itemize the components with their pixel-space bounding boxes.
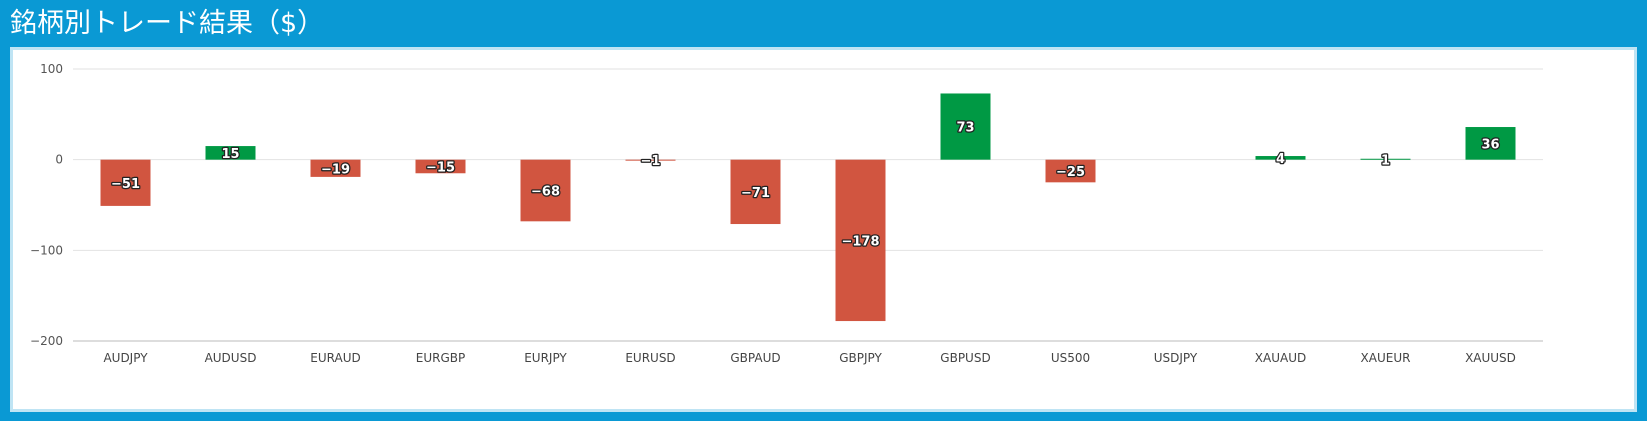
x-tick-label: XAUEUR — [1361, 351, 1411, 365]
x-tick-label: GBPJPY — [839, 351, 882, 365]
data-label: −1 — [641, 154, 661, 169]
bar — [625, 159, 676, 161]
data-label: 15 — [221, 147, 239, 162]
x-tick-label: GBPUSD — [940, 351, 990, 365]
data-label: −25 — [1056, 165, 1085, 180]
x-tick-label: AUDJPY — [103, 351, 148, 365]
bar — [310, 159, 361, 177]
data-label: −71 — [741, 186, 770, 201]
x-tick-label: USDJPY — [1154, 351, 1198, 365]
x-tick-label: AUDUSD — [205, 351, 257, 365]
x-tick-label: EURAUD — [310, 351, 360, 365]
y-tick-label: −100 — [30, 243, 63, 257]
x-tick-label: EURUSD — [625, 351, 675, 365]
x-tick-label: US500 — [1051, 351, 1090, 365]
data-label: −19 — [321, 162, 350, 177]
x-tick-label: EURJPY — [524, 351, 567, 365]
y-tick-label: 100 — [40, 62, 63, 76]
x-tick-label: XAUUSD — [1465, 351, 1516, 365]
data-label: 4 — [1276, 152, 1285, 167]
bar — [730, 159, 781, 225]
panel-title: 銘柄別トレード結果（$） — [10, 8, 325, 39]
data-label: 36 — [1481, 137, 1499, 152]
y-tick-label: −200 — [30, 334, 63, 348]
x-tick-label: EURGBP — [416, 351, 465, 365]
x-tick-label: GBPAUD — [730, 351, 780, 365]
data-label: 1 — [1381, 153, 1390, 168]
bar — [205, 146, 256, 160]
bar — [940, 93, 991, 160]
chart-frame: 100 0 −100 −200 AUDJPY −51 AUDUSD 15 EURAUD −19 EU… — [10, 47, 1637, 412]
bar — [1360, 158, 1411, 160]
data-label: −51 — [111, 177, 140, 192]
data-label: −68 — [531, 184, 560, 199]
bar — [1465, 127, 1516, 160]
bar — [1255, 156, 1306, 160]
bar — [1045, 159, 1096, 183]
y-tick-label: 0 — [55, 153, 63, 167]
data-label: −178 — [841, 234, 879, 249]
data-label: 73 — [956, 121, 974, 136]
data-label: −15 — [426, 160, 455, 175]
bar — [415, 159, 466, 174]
bar — [835, 159, 886, 322]
bar — [100, 159, 151, 206]
x-tick-label: XAUAUD — [1255, 351, 1306, 365]
bar — [520, 159, 571, 222]
bar-chart: 100 0 −100 −200 AUDJPY −51 AUDUSD 15 EURAUD −19 EU… — [30, 62, 1543, 365]
